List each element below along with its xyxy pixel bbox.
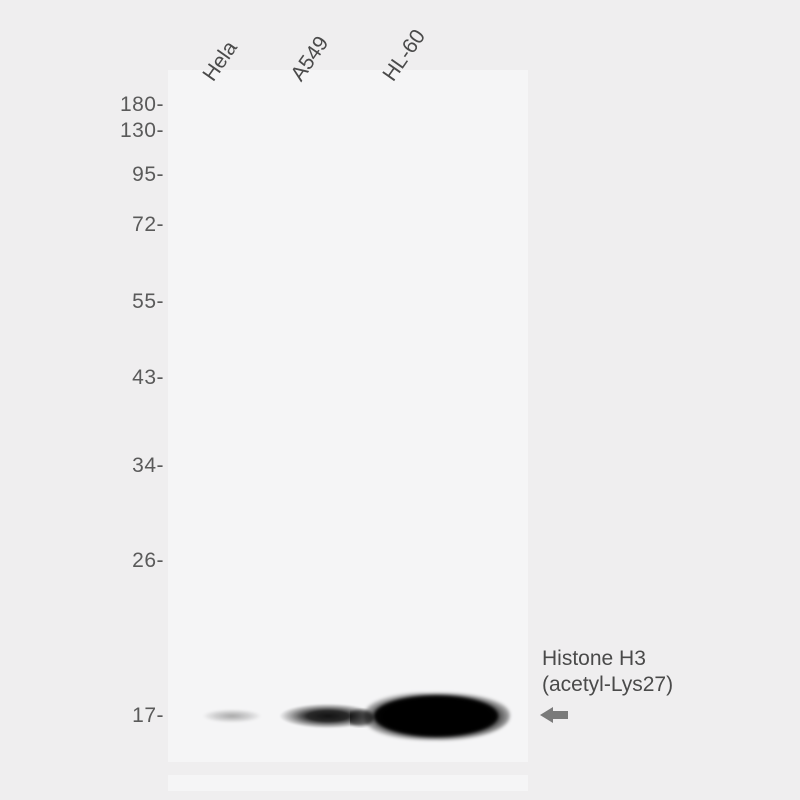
blot-membrane-lower: [168, 775, 528, 791]
band-hela: [195, 709, 269, 723]
mw-marker-26: 26-: [102, 549, 164, 573]
band-hl60: [350, 686, 518, 746]
mw-marker-95: 95-: [102, 163, 164, 187]
mw-marker-180: 180-: [102, 93, 164, 117]
protein-name: Histone H3 (acetyl-Lys27): [542, 646, 673, 699]
mw-marker-34: 34-: [102, 454, 164, 478]
mw-marker-43: 43-: [102, 366, 164, 390]
mw-marker-55: 55-: [102, 290, 164, 314]
protein-name-line2: (acetyl-Lys27): [542, 672, 673, 698]
protein-name-line1: Histone H3: [542, 646, 673, 672]
band-arrow-icon: [540, 705, 570, 730]
mw-marker-17: 17-: [102, 704, 164, 728]
blot-membrane: [168, 70, 528, 762]
mw-marker-130: 130-: [102, 119, 164, 143]
mw-marker-72: 72-: [102, 213, 164, 237]
